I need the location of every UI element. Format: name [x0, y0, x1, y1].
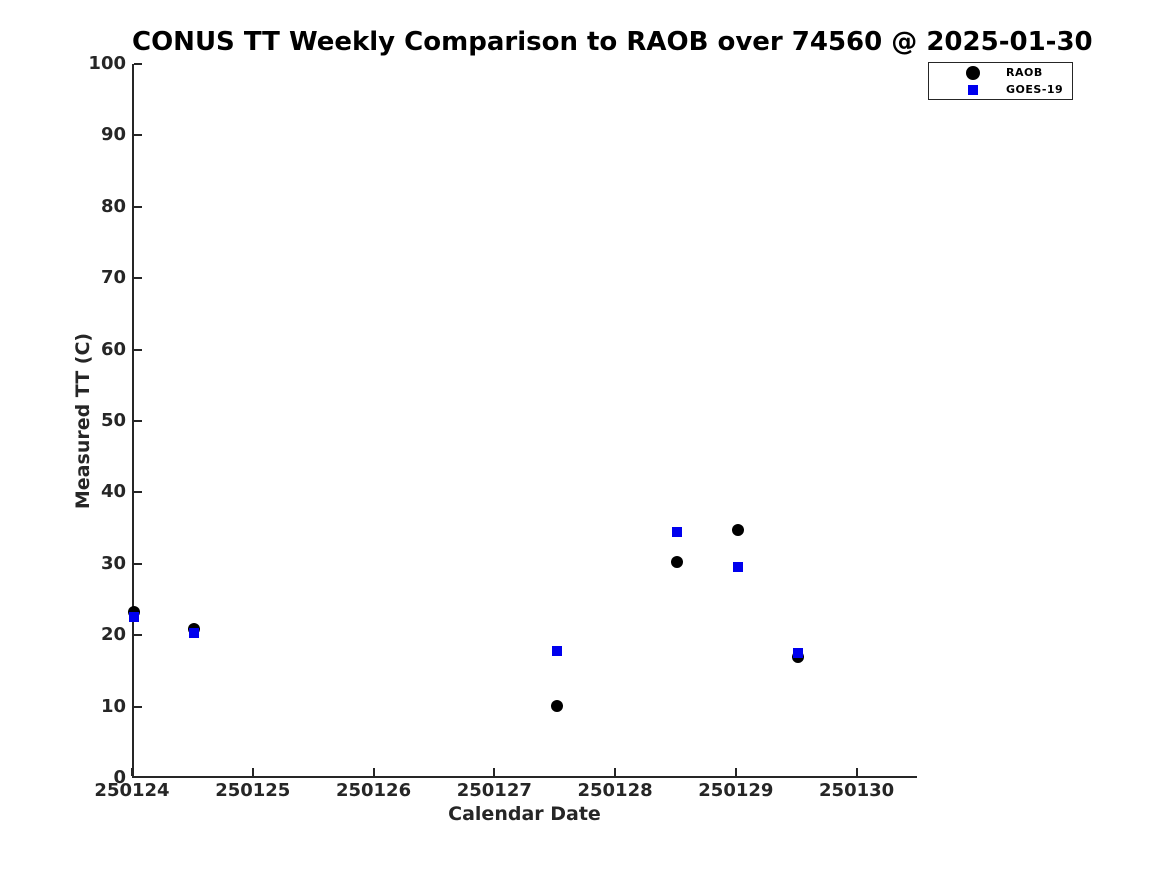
point-goes-19	[732, 562, 743, 573]
square-marker-icon	[965, 84, 981, 95]
x-tick-label: 250124	[94, 780, 170, 801]
chart-title: CONUS TT Weekly Comparison to RAOB over …	[132, 27, 1093, 57]
x-tick-label: 250127	[456, 780, 532, 801]
x-tick-label: 250129	[698, 780, 774, 801]
y-tick	[134, 63, 142, 65]
y-tick-label: 0	[113, 767, 126, 788]
x-tick	[855, 768, 858, 776]
x-tick	[493, 768, 496, 776]
legend-label: RAOB	[1006, 66, 1043, 79]
point-raob	[671, 555, 684, 568]
x-tick-label: 250125	[215, 780, 291, 801]
point-raob	[550, 699, 563, 712]
y-tick-label: 40	[100, 481, 126, 503]
point-goes-19	[189, 628, 200, 639]
y-tick-label: 100	[88, 53, 126, 74]
y-tick	[134, 491, 142, 494]
y-tick-label: 80	[100, 195, 126, 217]
y-tick	[134, 420, 142, 422]
legend: RAOB GOES-19	[928, 62, 1073, 100]
y-tick	[134, 134, 142, 137]
x-tick-label: 250126	[335, 780, 412, 801]
x-tick-label: 250128	[577, 780, 653, 801]
point-goes-19	[551, 645, 562, 656]
y-tick-label: 90	[100, 124, 126, 146]
y-tick	[134, 705, 142, 708]
y-tick	[134, 562, 142, 565]
point-raob	[731, 523, 744, 536]
y-tick-label: 60	[100, 338, 126, 360]
x-tick	[131, 768, 133, 776]
y-tick-label: 10	[100, 695, 126, 717]
legend-item-raob: RAOB	[929, 64, 1072, 81]
y-tick-label: 30	[100, 552, 126, 574]
y-tick	[134, 348, 142, 351]
y-tick-label: 50	[100, 410, 126, 431]
x-tick-label: 250130	[819, 780, 895, 801]
point-goes-19	[129, 612, 139, 623]
x-axis-label: Calendar Date	[448, 803, 601, 825]
x-tick	[372, 768, 375, 776]
plot-area	[128, 63, 917, 778]
x-tick	[734, 768, 737, 776]
legend-item-goes-19: GOES-19	[929, 81, 1072, 98]
x-tick	[251, 768, 254, 776]
y-tick	[134, 277, 142, 280]
legend-label: GOES-19	[1006, 83, 1064, 96]
point-goes-19	[793, 648, 804, 659]
y-tick	[134, 205, 142, 208]
y-tick	[134, 634, 142, 637]
point-goes-19	[672, 526, 683, 537]
x-tick	[614, 768, 617, 776]
y-tick-label: 70	[100, 267, 126, 289]
y-tick-label: 20	[100, 624, 126, 646]
circle-marker-icon	[965, 65, 981, 80]
